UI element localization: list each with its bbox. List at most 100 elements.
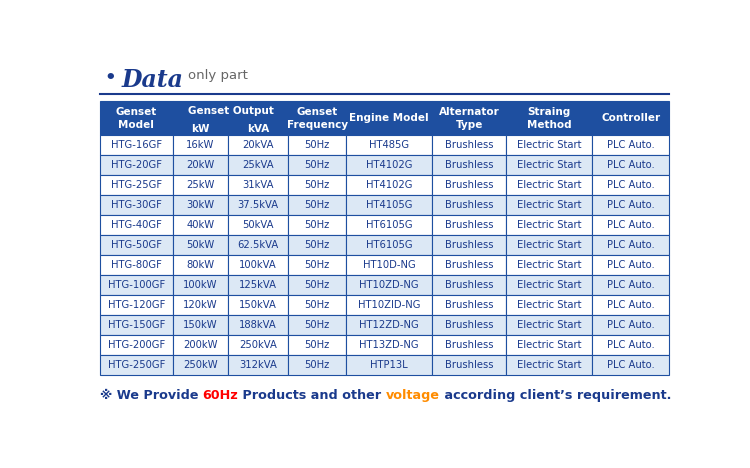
- Text: voltage: voltage: [386, 389, 440, 402]
- Text: Electric Start: Electric Start: [517, 200, 581, 210]
- Text: 150kVA: 150kVA: [239, 300, 277, 310]
- Text: 50Hz: 50Hz: [304, 280, 330, 290]
- Bar: [288, 315, 346, 335]
- Text: 312kVA: 312kVA: [239, 360, 277, 370]
- Bar: [506, 101, 592, 135]
- Bar: [227, 235, 288, 255]
- Text: 50Hz: 50Hz: [304, 360, 330, 370]
- Text: 200kW: 200kW: [183, 340, 218, 350]
- Bar: [433, 235, 506, 255]
- Bar: [433, 275, 506, 295]
- Text: Electric Start: Electric Start: [517, 260, 581, 270]
- Bar: [506, 155, 592, 176]
- Bar: [100, 315, 173, 335]
- Bar: [227, 215, 288, 235]
- Text: HT6105G: HT6105G: [366, 220, 413, 230]
- Bar: [592, 275, 669, 295]
- Bar: [433, 315, 506, 335]
- Bar: [433, 135, 506, 155]
- Bar: [506, 235, 592, 255]
- Text: only part: only part: [188, 69, 248, 82]
- Text: 50kW: 50kW: [186, 240, 214, 250]
- Bar: [227, 275, 288, 295]
- Text: 100kVA: 100kVA: [239, 260, 277, 270]
- Bar: [506, 335, 592, 355]
- Text: HTG-150GF: HTG-150GF: [108, 320, 165, 330]
- Bar: [433, 176, 506, 195]
- Bar: [227, 315, 288, 335]
- Text: HTG-20GF: HTG-20GF: [111, 161, 162, 170]
- Bar: [346, 135, 433, 155]
- Bar: [100, 135, 173, 155]
- Bar: [433, 335, 506, 355]
- Text: Electric Start: Electric Start: [517, 220, 581, 230]
- Text: HT10ZID-NG: HT10ZID-NG: [358, 300, 421, 310]
- Text: Brushless: Brushless: [445, 320, 494, 330]
- Bar: [100, 235, 173, 255]
- Text: HT10ZD-NG: HT10ZD-NG: [359, 280, 419, 290]
- Bar: [346, 295, 433, 315]
- Text: Genset
Frequency: Genset Frequency: [286, 107, 348, 130]
- Bar: [592, 295, 669, 315]
- Text: 50Hz: 50Hz: [304, 220, 330, 230]
- Text: Electric Start: Electric Start: [517, 140, 581, 150]
- Text: Engine Model: Engine Model: [350, 113, 429, 124]
- Bar: [592, 255, 669, 275]
- Bar: [288, 195, 346, 215]
- Text: 50Hz: 50Hz: [304, 300, 330, 310]
- Text: HTG-25GF: HTG-25GF: [111, 180, 162, 190]
- Text: PLC Auto.: PLC Auto.: [607, 280, 655, 290]
- Text: Brushless: Brushless: [445, 280, 494, 290]
- Text: Data: Data: [122, 68, 184, 92]
- Bar: [433, 155, 506, 176]
- Bar: [100, 275, 173, 295]
- Text: 50Hz: 50Hz: [304, 200, 330, 210]
- Text: Brushless: Brushless: [445, 200, 494, 210]
- Bar: [173, 101, 288, 122]
- Bar: [173, 335, 227, 355]
- Text: Electric Start: Electric Start: [517, 360, 581, 370]
- Text: PLC Auto.: PLC Auto.: [607, 260, 655, 270]
- Text: 50Hz: 50Hz: [304, 240, 330, 250]
- Text: HTG-40GF: HTG-40GF: [111, 220, 162, 230]
- Text: Brushless: Brushless: [445, 300, 494, 310]
- Text: HT4102G: HT4102G: [366, 161, 413, 170]
- Bar: [227, 295, 288, 315]
- Text: HT485G: HT485G: [369, 140, 410, 150]
- Text: PLC Auto.: PLC Auto.: [607, 340, 655, 350]
- Bar: [227, 335, 288, 355]
- Bar: [173, 235, 227, 255]
- Bar: [592, 155, 669, 176]
- Text: Electric Start: Electric Start: [517, 180, 581, 190]
- Text: 50Hz: 50Hz: [304, 161, 330, 170]
- Text: 250kW: 250kW: [183, 360, 218, 370]
- Text: 50Hz: 50Hz: [304, 340, 330, 350]
- Bar: [227, 122, 288, 135]
- Bar: [288, 255, 346, 275]
- Text: HT12ZD-NG: HT12ZD-NG: [359, 320, 419, 330]
- Bar: [173, 195, 227, 215]
- Text: Products and other: Products and other: [238, 389, 386, 402]
- Bar: [100, 355, 173, 375]
- Text: HTG-50GF: HTG-50GF: [111, 240, 162, 250]
- Bar: [288, 295, 346, 315]
- Text: 250kVA: 250kVA: [239, 340, 277, 350]
- Text: according client’s requirement.: according client’s requirement.: [440, 389, 671, 402]
- Text: HTG-80GF: HTG-80GF: [111, 260, 162, 270]
- Text: 125kVA: 125kVA: [239, 280, 277, 290]
- Text: HT6105G: HT6105G: [366, 240, 413, 250]
- Bar: [288, 101, 346, 135]
- Bar: [100, 101, 173, 135]
- Text: Genset Output: Genset Output: [188, 107, 274, 117]
- Bar: [227, 176, 288, 195]
- Text: HTG-250GF: HTG-250GF: [108, 360, 165, 370]
- Text: HTG-200GF: HTG-200GF: [108, 340, 165, 350]
- Text: Electric Start: Electric Start: [517, 300, 581, 310]
- Text: Electric Start: Electric Start: [517, 280, 581, 290]
- Text: 120kW: 120kW: [183, 300, 218, 310]
- Bar: [346, 195, 433, 215]
- Text: Brushless: Brushless: [445, 180, 494, 190]
- Bar: [592, 195, 669, 215]
- Bar: [173, 176, 227, 195]
- Text: PLC Auto.: PLC Auto.: [607, 300, 655, 310]
